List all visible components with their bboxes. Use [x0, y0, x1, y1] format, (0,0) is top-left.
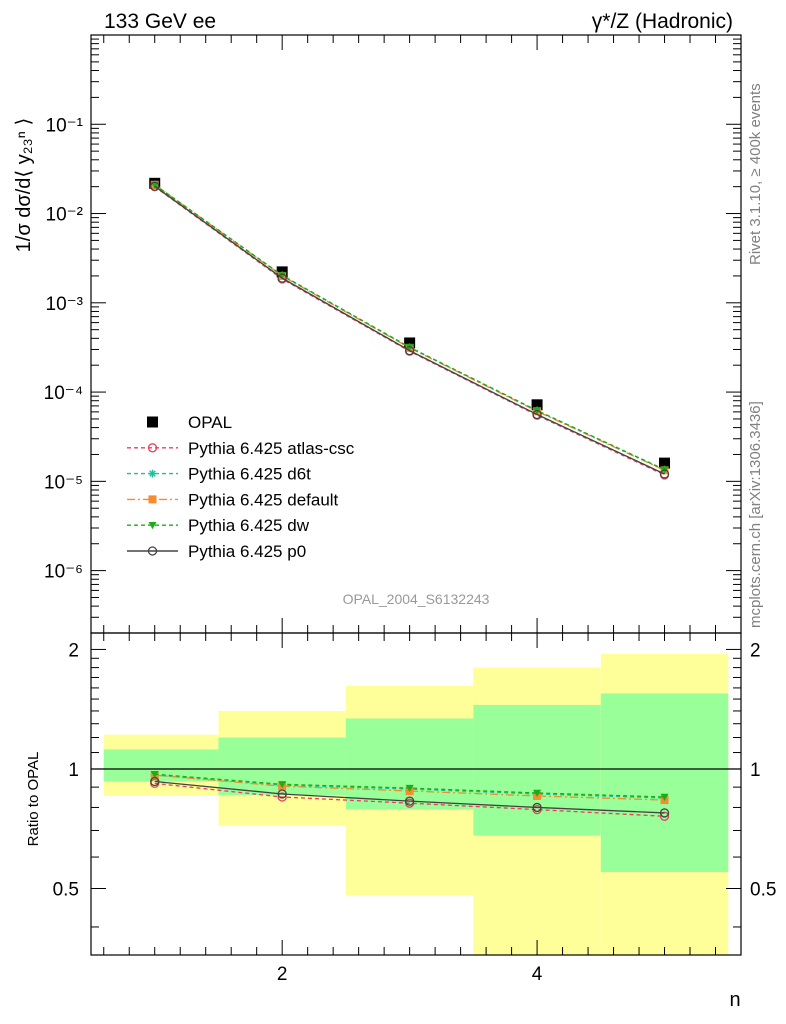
- ratio-point-dw: [405, 784, 414, 793]
- ratio-point-atlas_csc: [277, 792, 287, 802]
- watermark: OPAL_2004_S6132243: [343, 591, 490, 607]
- point-data: [659, 457, 671, 469]
- ratio-y-tick-label-right: 2: [750, 640, 761, 661]
- ratio-point-p0: [659, 808, 670, 818]
- ratio-point-dw: [660, 793, 669, 801]
- ratio-point-p0: [532, 802, 542, 813]
- legend-marker-data: [147, 416, 158, 428]
- series-line-p0: [154, 185, 665, 475]
- ratio-y-tick-label: 0.5: [53, 879, 79, 900]
- x-tick-label: 2: [277, 964, 288, 985]
- legend-label: Pythia 6.425 atlas-csc: [188, 439, 355, 458]
- ratio-point-p0: [150, 776, 160, 787]
- y-tick-label: 10⁻¹: [46, 115, 84, 136]
- main-plot: 10⁻⁶ 10⁻⁵ 10⁻⁴ 10⁻³ 10⁻² 10⁻¹ 1/σ dσ/d⟨ y₂₃ⁿ ⟩: [13, 34, 742, 634]
- ratio-line-default: [154, 774, 665, 801]
- legend-label: Pythia 6.425 p0: [188, 542, 306, 561]
- legend-marker-default: [148, 495, 157, 504]
- point-p0: [659, 469, 670, 479]
- ratio-point-dw: [150, 771, 159, 779]
- ratio-y-tick-label: 2: [68, 640, 79, 661]
- y-axis-label: 1/σ dσ/d⟨ y₂₃ⁿ ⟩: [13, 118, 35, 253]
- legend: OPAL Pythia 6.425 atlas-csc Pythia 6.425 d…: [127, 413, 355, 561]
- ratio-y-tick-label-right: 0.5: [750, 879, 776, 900]
- x-axis-label: n: [729, 989, 740, 1011]
- ratio-y-tick-label: 1: [68, 760, 79, 781]
- ratio-line-atlas_csc: [154, 782, 665, 817]
- ratio-point-p0: [277, 789, 287, 799]
- left-title: 133 GeV ee: [104, 10, 216, 33]
- legend-marker-atlas_csc: [147, 443, 158, 453]
- point-dw: [405, 344, 414, 352]
- point-p0: [532, 409, 542, 420]
- y-tick-label: 10⁻³: [46, 294, 84, 315]
- x-tick-label: 4: [532, 964, 543, 985]
- legend-marker-d6t: [148, 469, 157, 478]
- point-p0: [150, 181, 160, 191]
- ratio-y-tick-label-right: 1: [750, 760, 761, 781]
- legend-label: OPAL: [188, 413, 232, 432]
- y-tick-label: 10⁻⁶: [44, 562, 83, 583]
- legend-label: Pythia 6.425 d6t: [188, 465, 311, 484]
- y-tick-label: 10⁻²: [46, 205, 84, 226]
- ratio-point-dw: [278, 781, 287, 789]
- point-data: [404, 337, 416, 349]
- ratio-y-axis-label: Ratio to OPAL: [25, 752, 42, 847]
- y-tick-label: 10⁻⁵: [44, 472, 83, 493]
- y-tick-label: 10⁻⁴: [44, 383, 83, 404]
- point-p0: [277, 273, 287, 283]
- ratio-line-p0: [154, 780, 665, 814]
- mcplots-label: mcplots.cern.ch [arXiv:1306.3436]: [747, 401, 764, 628]
- ratio-point-p0: [404, 796, 415, 806]
- rivet-label: Rivet 3.1.10, ≥ 400k events: [747, 83, 764, 265]
- band-inner: [473, 704, 601, 836]
- ratio-point-dw: [533, 789, 542, 797]
- ratio-plot: 0.5 0.5 1 1 2 2 2 4 Ratio to OPAL n: [25, 632, 776, 1011]
- band-inner: [600, 693, 729, 873]
- point-p0: [404, 346, 415, 356]
- band-inner: [103, 749, 219, 782]
- ratio-frame: [90, 632, 742, 956]
- band-inner: [345, 718, 474, 810]
- legend-marker-p0: [147, 546, 158, 556]
- legend-label: Pythia 6.425 default: [188, 490, 339, 509]
- right-title: γ*/Z (Hadronic): [592, 10, 733, 33]
- legend-label: Pythia 6.425 dw: [188, 516, 310, 535]
- legend-marker-dw: [148, 522, 157, 530]
- point-data: [531, 399, 543, 411]
